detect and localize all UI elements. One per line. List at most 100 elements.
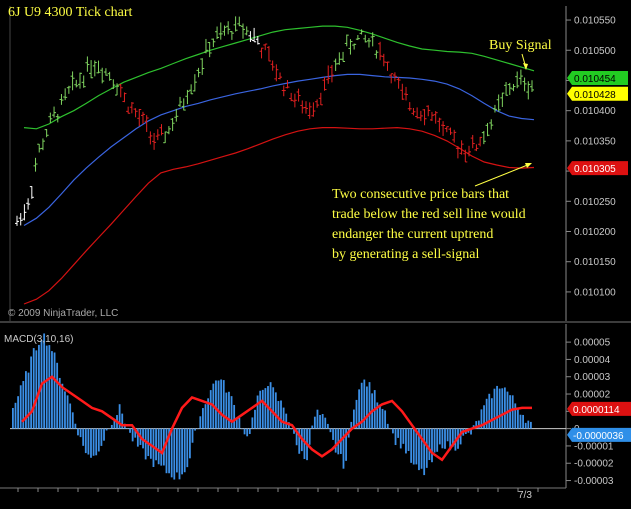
macd-histogram-bar xyxy=(51,351,53,429)
price-bar xyxy=(174,108,179,122)
price-panel-frame xyxy=(9,6,567,321)
macd-histogram-bar xyxy=(498,388,501,429)
price-bar xyxy=(237,16,242,27)
macd-histogram-bar xyxy=(431,428,433,463)
price-bar xyxy=(18,213,23,226)
price-tick-label: 0.010150 xyxy=(574,257,616,268)
price-bar xyxy=(389,73,394,84)
macd-histogram-bar xyxy=(527,420,530,429)
price-bar xyxy=(92,60,97,77)
macd-histogram-bar xyxy=(389,428,392,430)
macd-histogram-bar xyxy=(222,380,225,429)
macd-histogram-bar xyxy=(298,428,301,454)
price-bar xyxy=(274,64,279,82)
macd-histogram-bar xyxy=(342,428,345,469)
macd-tag: -0.0000036 xyxy=(567,427,631,442)
price-bar xyxy=(22,204,27,221)
price-tick-label: 0.010250 xyxy=(574,197,616,208)
price-bar xyxy=(111,79,116,90)
macd-histogram-bar xyxy=(519,414,522,429)
macd-histogram-bar xyxy=(501,388,504,429)
price-bar xyxy=(211,38,216,48)
price-bar xyxy=(411,108,416,116)
macd-histogram-bar xyxy=(412,428,415,465)
macd-histogram-bar xyxy=(134,428,137,438)
price-bar xyxy=(59,94,64,105)
price-bar xyxy=(77,72,82,89)
macd-histogram-bar xyxy=(157,428,160,465)
price-bar xyxy=(463,149,468,163)
macd-histogram-bar xyxy=(368,382,371,429)
macd-histogram-bar xyxy=(202,408,204,429)
macd-histogram-bar xyxy=(12,407,14,429)
macd-histogram-bar xyxy=(69,403,72,429)
macd-average-line xyxy=(21,375,532,462)
price-bar xyxy=(396,77,401,89)
macd-label: MACD(3,10,16) xyxy=(4,334,73,345)
macd-histogram-bar xyxy=(274,392,277,429)
price-bar xyxy=(341,51,346,62)
macd-histogram-bar xyxy=(511,395,514,429)
price-bar xyxy=(504,81,509,96)
macd-histogram-bar xyxy=(196,428,199,430)
price-bar xyxy=(467,145,472,157)
price-bar xyxy=(118,84,123,98)
macd-histogram-bar xyxy=(66,395,69,429)
price-bar xyxy=(122,92,127,103)
macd-histogram-bar xyxy=(316,409,319,429)
price-bar xyxy=(359,29,364,35)
price-bar xyxy=(103,68,108,76)
macd-histogram-bar xyxy=(100,428,103,446)
macd-histogram-bar xyxy=(282,407,285,429)
price-bar xyxy=(181,98,186,111)
macd-histogram-bar xyxy=(485,398,488,429)
macd-histogram-bar xyxy=(186,428,189,468)
macd-histogram-bar xyxy=(264,388,267,429)
macd-tick-label: 0.00002 xyxy=(574,390,611,401)
macd-histogram-bar xyxy=(178,428,181,480)
price-bar xyxy=(244,26,249,36)
macd-histogram-bar xyxy=(321,414,324,429)
note-line: by generating a sell-signal xyxy=(332,247,479,262)
price-bar xyxy=(215,26,220,40)
macd-histogram-bar xyxy=(269,382,272,429)
price-tick-label: 0.010100 xyxy=(574,287,616,298)
macd-histogram-bar xyxy=(441,428,444,449)
macd-histogram-bar xyxy=(90,428,92,458)
price-bar xyxy=(55,113,60,123)
price-bar xyxy=(452,129,457,143)
macd-histogram-bar xyxy=(238,417,241,429)
price-bar xyxy=(66,85,71,94)
price-bar xyxy=(140,111,145,124)
macd-histogram-bar xyxy=(199,416,202,429)
price-bar xyxy=(418,110,423,122)
price-bar xyxy=(137,108,142,127)
macd-histogram-bar xyxy=(248,428,251,435)
price-bar xyxy=(448,127,453,135)
macd-histogram-bar xyxy=(25,371,27,429)
price-bar xyxy=(126,106,131,114)
macd-histogram-bar xyxy=(92,428,95,456)
price-bar xyxy=(511,83,516,92)
macd-histogram-bar xyxy=(394,428,397,446)
macd-histogram-bar xyxy=(516,408,519,429)
macd-histogram-bar xyxy=(376,402,379,429)
sell-line-note: Two consecutive price bars that trade bel… xyxy=(332,187,526,262)
macd-histogram-bar xyxy=(175,428,178,473)
macd-histogram-bar xyxy=(477,420,480,429)
price-bar xyxy=(196,67,201,78)
macd-histogram-bar xyxy=(131,428,134,442)
macd-histogram-bar xyxy=(386,423,389,429)
price-bar xyxy=(322,76,327,91)
price-bar xyxy=(500,92,505,107)
macd-histogram-bar xyxy=(183,428,186,473)
price-bar xyxy=(266,46,271,62)
price-bar xyxy=(415,107,420,119)
macd-histogram-bar xyxy=(22,381,25,429)
macd-histogram-bar xyxy=(493,388,496,429)
macd-histogram xyxy=(12,333,532,480)
macd-histogram-bar xyxy=(418,428,420,471)
macd-histogram-bar xyxy=(58,377,61,429)
price-tick-label: 0.010500 xyxy=(574,46,616,57)
price-bar xyxy=(233,16,238,32)
